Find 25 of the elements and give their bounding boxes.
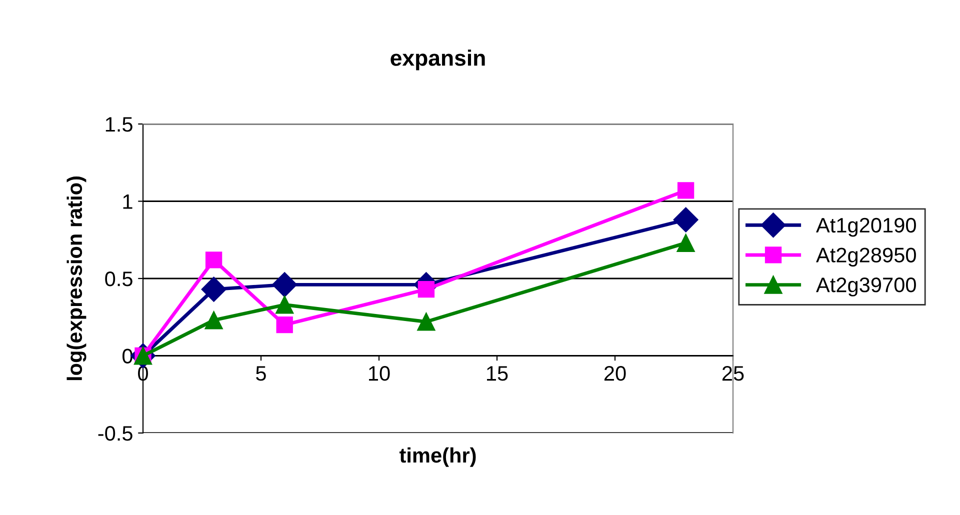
- legend-label: At2g39700: [816, 278, 916, 296]
- point: [272, 272, 298, 298]
- y-tick-label: 1.5: [106, 117, 132, 132]
- y-tick-label: 1: [123, 194, 132, 209]
- point: [677, 182, 694, 199]
- point: [204, 311, 223, 330]
- y-tick-label: 0.5: [105, 272, 132, 286]
- point: [201, 276, 226, 302]
- point: [276, 296, 294, 314]
- x-tick-label: 15: [487, 366, 508, 381]
- x-tick-label: 25: [722, 366, 744, 381]
- x-tick-label: 5: [256, 366, 266, 381]
- x-tick-label: 10: [369, 366, 390, 381]
- point: [417, 312, 436, 331]
- y-axis-title: log(expression ratio): [66, 176, 86, 380]
- chart-title: expansin: [390, 50, 485, 70]
- point: [676, 234, 695, 252]
- y-tick-label: -0.5: [98, 426, 132, 441]
- point: [276, 316, 293, 334]
- x-axis-title: time(hr): [399, 447, 476, 467]
- legend-label: At1g20190: [816, 218, 916, 237]
- legend-label: At2g28950: [816, 248, 916, 267]
- point: [673, 207, 698, 232]
- x-tick-label: 20: [604, 366, 626, 381]
- point: [205, 252, 222, 268]
